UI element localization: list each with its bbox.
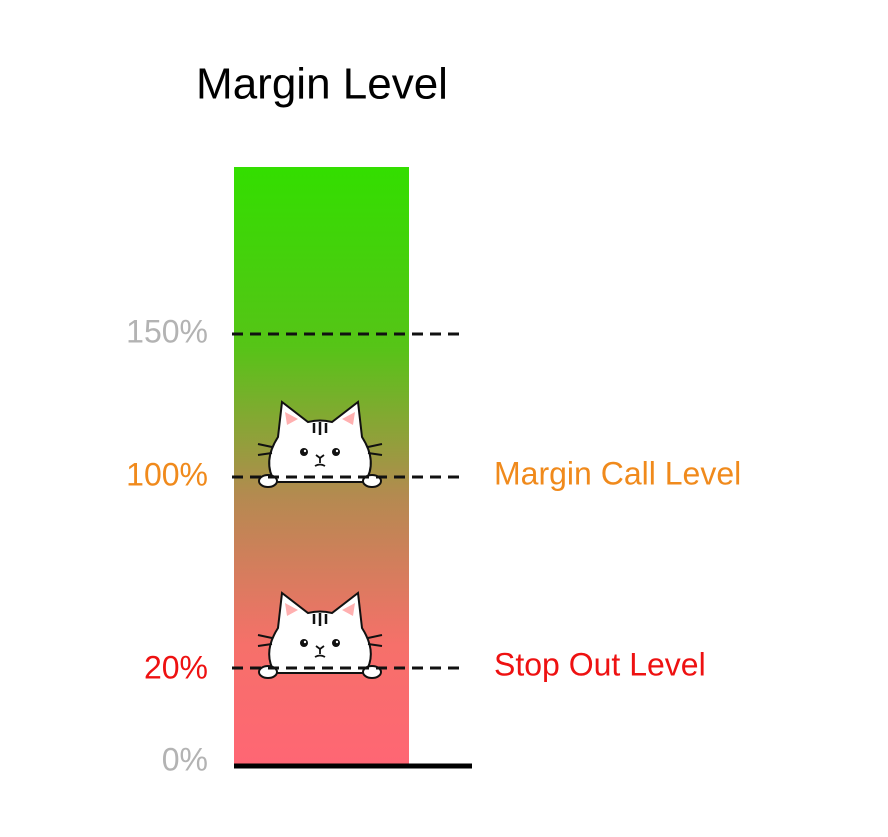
level-label: 100% [126,456,208,492]
level-label: 20% [144,649,208,685]
level-label: 0% [162,741,208,777]
level-name: Margin Call Level [494,455,741,491]
title: Margin Level [196,60,448,109]
level-name: Stop Out Level [494,646,706,682]
level-label: 150% [126,313,208,349]
